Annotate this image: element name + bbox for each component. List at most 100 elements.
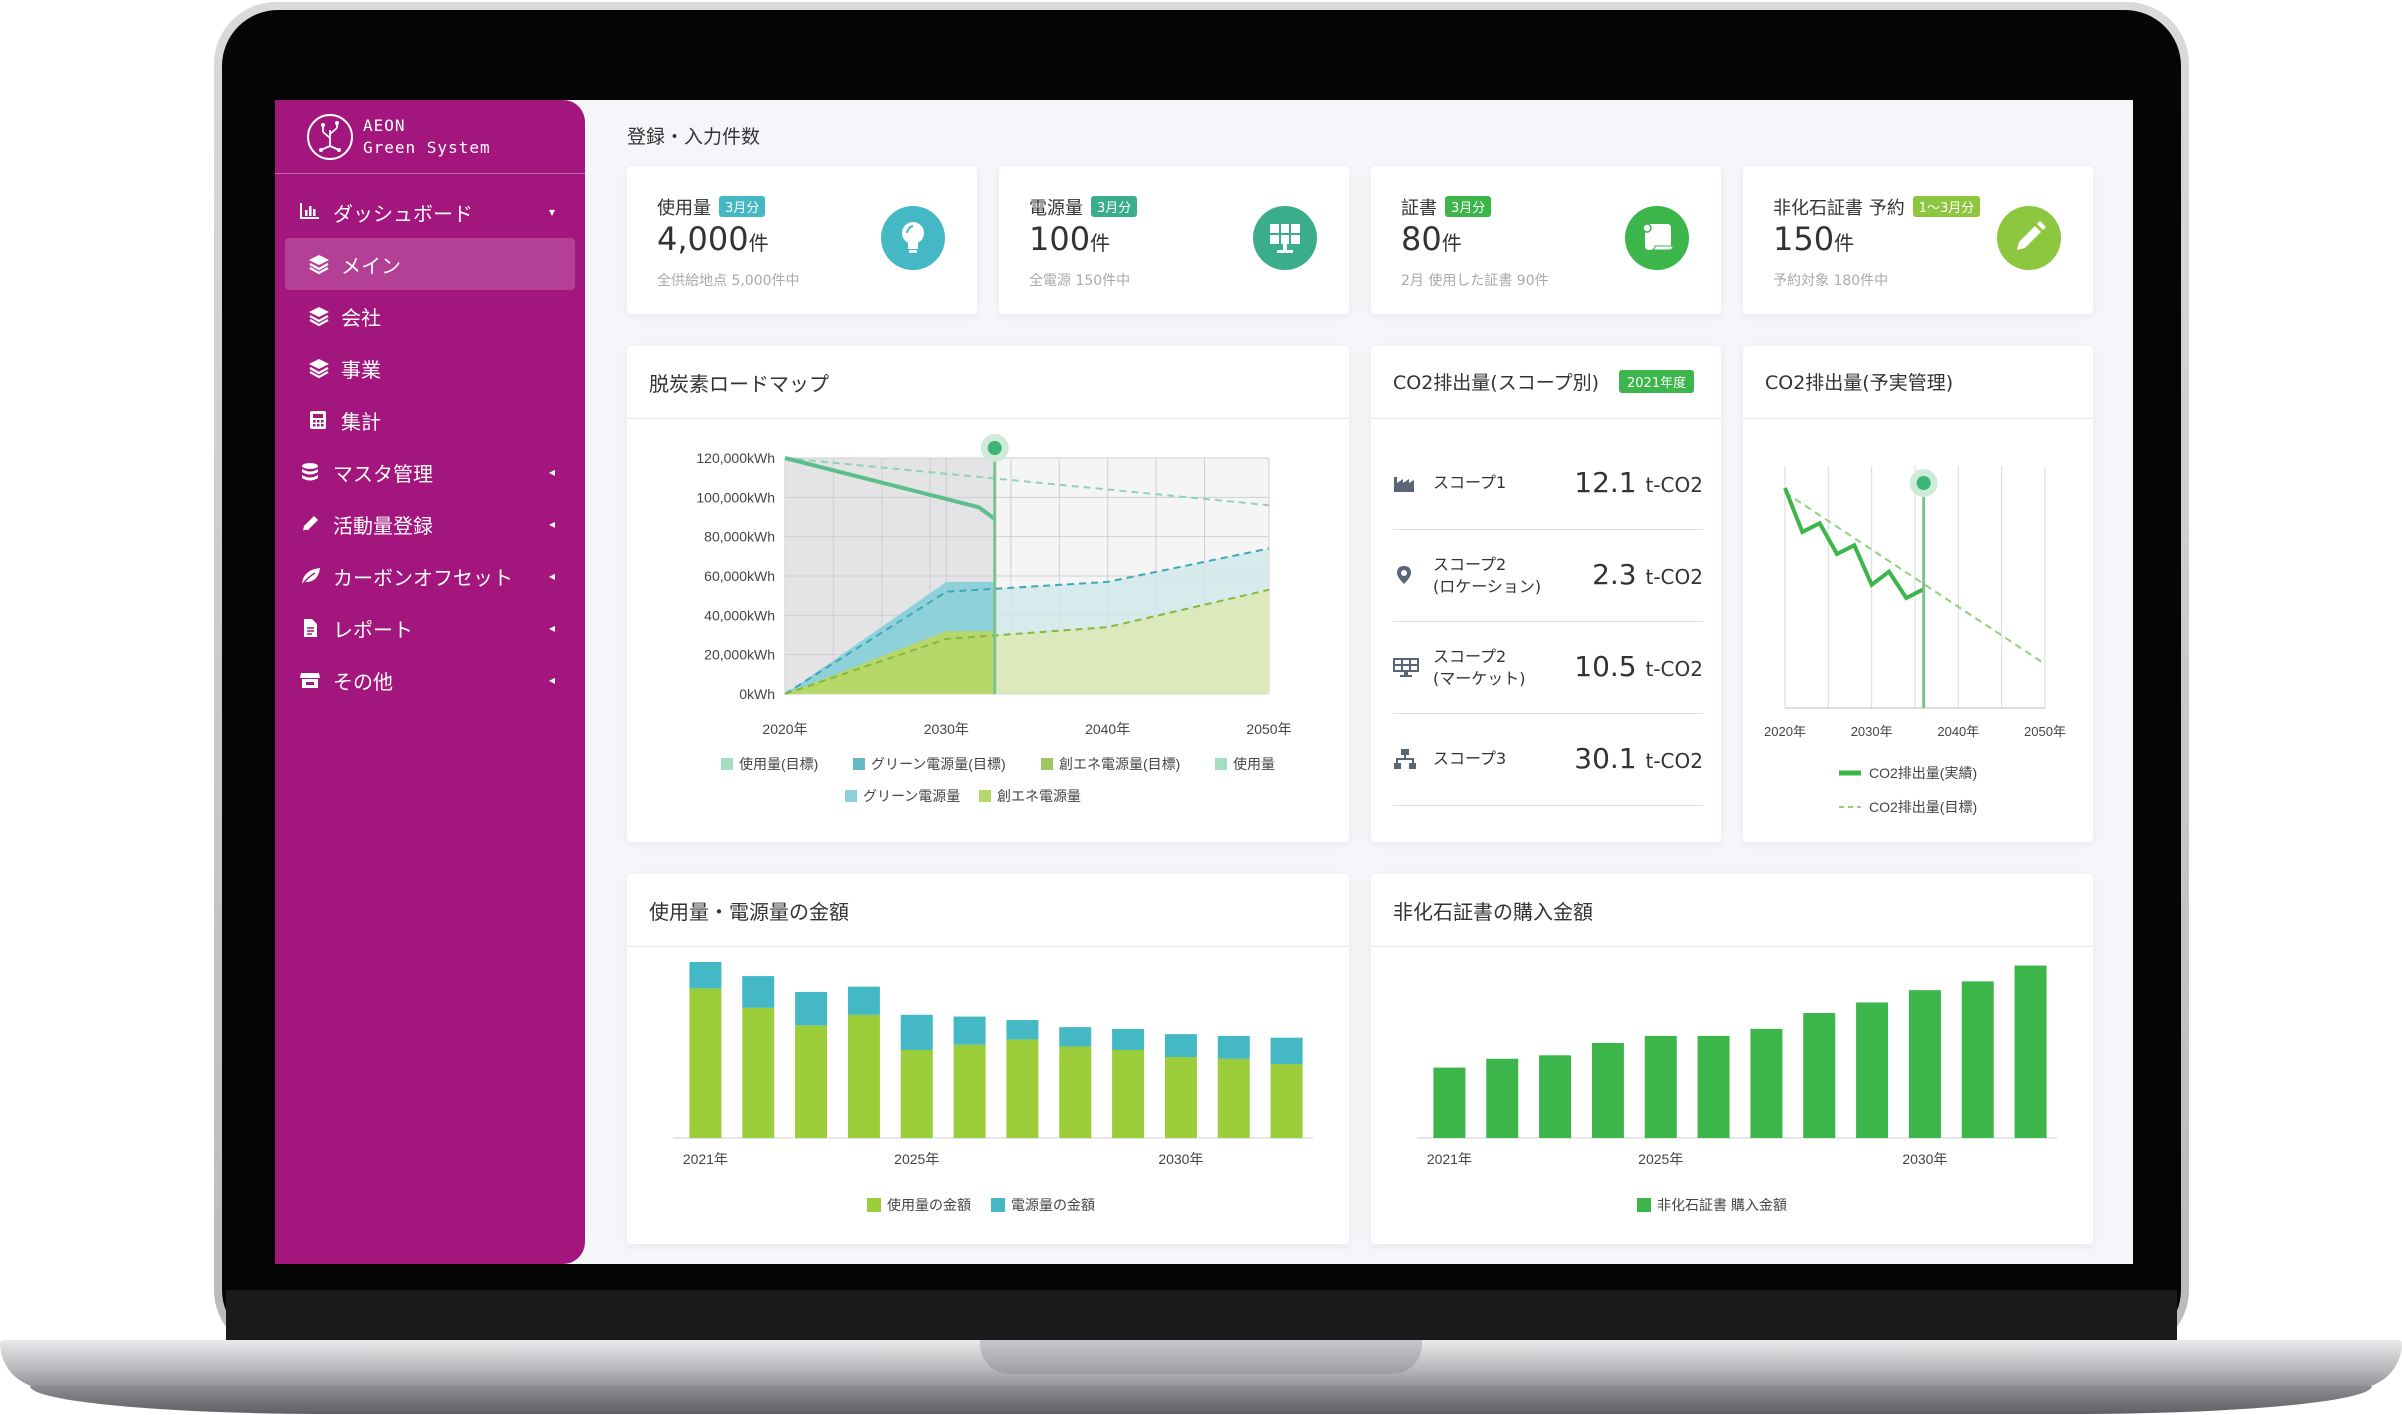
divider	[1371, 946, 2093, 947]
legend-swatch	[1637, 1198, 1651, 1212]
kpi-card-reservation[interactable]: 非化石証書 予約 1〜3月分 150件 予約対象 180件中	[1743, 166, 2093, 314]
solar-target-line	[784, 588, 1270, 695]
x-tick-label: 2040年	[1937, 724, 1979, 739]
kpi-sub: 全電源 150件中	[1029, 273, 1131, 289]
legend-label: CO2排出量(目標)	[1869, 799, 1977, 815]
bar	[742, 976, 775, 1008]
legend-label: 非化石証書 購入金額	[1657, 1197, 1787, 1213]
sidebar-item-main[interactable]: メイン	[285, 238, 575, 290]
roadmap-chart: 0kWh 20,000kWh 40,000kWh 60,000kWh 80,000kWh…	[696, 434, 1292, 804]
solar-actual-area	[785, 631, 995, 694]
sidebar-item-label: レポート	[333, 617, 413, 642]
sidebar-item-label: マスタ管理	[333, 461, 433, 486]
y-tick-label: 60,000kWh	[704, 568, 775, 584]
kpi-card-usage[interactable]: 使用量 3月分 4,000件 全供給地点 5,000件中	[627, 166, 977, 314]
usage-target-line	[784, 457, 1270, 507]
sidebar-item-other[interactable]: その他 ◂	[275, 654, 585, 706]
co2-budget-chart: 2020年 2030年 2040年 2050年 CO2排出量(実績) CO2排出量(目標)	[1764, 466, 2066, 815]
y-tick-label: 120,000kWh	[696, 450, 775, 466]
year-badge: 2021年度	[1619, 370, 1695, 393]
scope-label: スコープ3	[1433, 749, 1507, 768]
sidebar-item-report[interactable]: レポート ◂	[275, 602, 585, 654]
bar	[1644, 1035, 1677, 1138]
month-badge: 3月分	[719, 196, 766, 217]
sidebar-item-activity[interactable]: 活動量登録 ◂	[275, 498, 585, 550]
file-icon	[299, 617, 323, 639]
sidebar-item-aggregate[interactable]: 集計	[275, 394, 585, 446]
legend-swatch	[1215, 758, 1227, 770]
sidebar-item-business[interactable]: 事業	[275, 342, 585, 394]
chevron-left-icon: ◂	[548, 465, 555, 479]
bar	[1697, 1035, 1730, 1138]
scroll-icon	[1625, 206, 1689, 270]
scope-label: スコープ2	[1433, 647, 1507, 666]
kpi-value: 4,000	[657, 220, 749, 258]
calculator-icon	[307, 409, 331, 431]
kpi-label: 使用量	[657, 198, 711, 219]
x-tick-label: 2030年	[1902, 1151, 1947, 1167]
legend-label: 使用量の金額	[887, 1197, 971, 1213]
legend-label: CO2排出量(実績)	[1869, 765, 1977, 781]
kpi-card-power[interactable]: 電源量 3月分 100件 全電源 150件中	[999, 166, 1349, 314]
sidebar-item-dashboard[interactable]: ダッシュボード ▾	[275, 186, 585, 238]
chevron-left-icon: ◂	[548, 517, 555, 531]
legend-label: 使用量(目標)	[739, 756, 818, 772]
legend-label: 創エネ電源量	[997, 788, 1081, 804]
y-tick-label: 20,000kWh	[704, 647, 775, 663]
sidebar-item-master[interactable]: マスタ管理 ◂	[275, 446, 585, 498]
legend-label: 創エネ電源量(目標)	[1059, 756, 1180, 772]
bar	[1908, 990, 1941, 1138]
bar	[1856, 1002, 1889, 1138]
bar	[847, 986, 880, 1015]
leaf-icon	[299, 565, 323, 587]
scope-label: スコープ2	[1433, 555, 1507, 574]
store-icon	[299, 669, 323, 691]
kpi-unit: 件	[1441, 231, 1462, 255]
kpi-sub: 2月 使用した証書 90件	[1401, 273, 1549, 289]
scope-sublabel: (マーケット)	[1433, 669, 1526, 688]
scope-row: スコープ1 12.1 t-CO2	[1393, 438, 1703, 530]
month-badge: 3月分	[1091, 196, 1138, 217]
chevron-left-icon: ◂	[548, 673, 555, 687]
cursor-dot	[987, 441, 1002, 455]
card-title: CO2排出量(スコープ別)	[1393, 372, 1599, 394]
sidebar-item-carbon-offset[interactable]: カーボンオフセット ◂	[275, 550, 585, 602]
bar	[900, 1014, 933, 1050]
x-tick-label: 2040年	[1085, 721, 1130, 737]
bar	[1112, 1050, 1145, 1138]
database-icon	[299, 461, 323, 483]
logo[interactable]: AEON Green System	[275, 100, 585, 174]
x-tick-label: 2025年	[894, 1151, 939, 1167]
legend-label: グリーン電源量(目標)	[871, 756, 1006, 772]
divider	[1371, 418, 1721, 419]
laptop-base-bottom	[30, 1386, 2372, 1414]
location-pin-icon	[1393, 564, 1415, 586]
roadmap-card: 脱炭素ロードマップ 0kWh 20,000kWh 40,000kWh 60,000kW…	[627, 346, 1349, 842]
kpi-value: 150	[1773, 220, 1835, 258]
target-line	[1784, 491, 2046, 665]
bar	[1539, 1055, 1572, 1138]
legend-label: 使用量	[1233, 756, 1275, 772]
bar	[689, 988, 722, 1138]
layers-icon	[307, 357, 331, 379]
scope-value: 2.3	[1592, 558, 1637, 591]
green-target-line	[784, 547, 1270, 695]
bar	[1006, 1020, 1039, 1040]
scope-sublabel: (ロケーション)	[1433, 577, 1542, 596]
sidebar-item-company[interactable]: 会社	[275, 290, 585, 342]
scope-card: CO2排出量(スコープ別) 2021年度 スコープ1 12.1 t-CO2 スコー…	[1371, 346, 1721, 842]
kpi-card-certificate[interactable]: 証書 3月分 80件 2月 使用した証書 90件	[1371, 166, 1721, 314]
laptop-notch	[980, 1340, 1422, 1374]
pencil-icon	[1997, 206, 2061, 270]
usage-actual-line	[784, 456, 996, 521]
card-title: 脱炭素ロードマップ	[649, 372, 829, 396]
sidebar: AEON Green System ダッシュボード ▾ メイン	[275, 100, 585, 1264]
solar-panel-icon	[1393, 656, 1419, 678]
logo-icon	[307, 113, 353, 160]
x-tick-label: 2020年	[762, 721, 807, 737]
scope-unit: t-CO2	[1645, 749, 1704, 773]
sidebar-item-label: その他	[333, 669, 393, 694]
section-title: 登録・入力件数	[627, 126, 761, 148]
